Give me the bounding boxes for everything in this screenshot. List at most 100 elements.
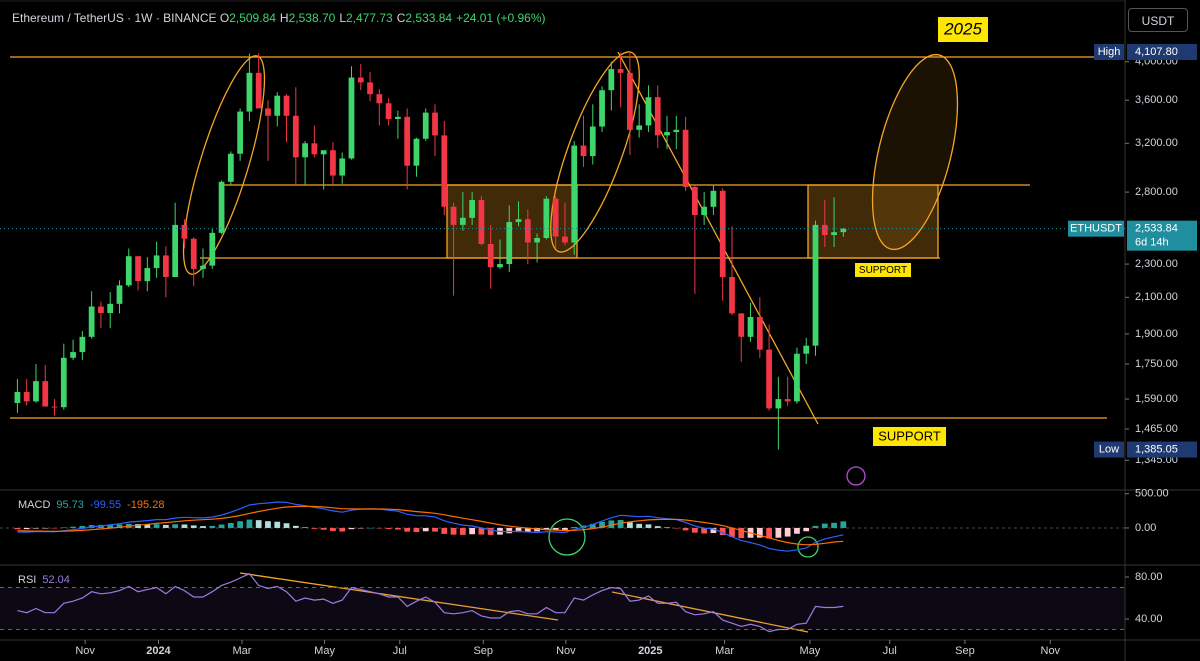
candle-body — [645, 97, 652, 126]
price-marker-value: 1,385.05 — [1135, 443, 1178, 455]
histogram-bar — [738, 527, 745, 539]
y-tick-label: 1,750.00 — [1135, 358, 1178, 370]
annotation: SUPPORT — [878, 428, 941, 443]
indicator-value: -195.28 — [127, 499, 165, 511]
histogram-bar — [265, 521, 271, 528]
candle-body — [367, 82, 373, 95]
candle-body — [766, 349, 772, 409]
legend-value: 2,509.84 — [229, 11, 276, 25]
histogram-bar — [459, 527, 466, 535]
candle-body — [88, 306, 95, 337]
indicator-value: -99.55 — [89, 499, 122, 511]
candle-body — [459, 217, 466, 225]
highlight-circle — [548, 518, 586, 556]
candle-body — [673, 129, 680, 133]
candle-body — [413, 138, 420, 166]
candle-body — [422, 112, 429, 139]
histogram-bar — [153, 524, 160, 528]
histogram-bar — [432, 527, 438, 532]
histogram-bar — [571, 526, 578, 528]
histogram-bar — [766, 527, 772, 539]
legend-key: L — [339, 11, 346, 25]
candle-body — [404, 116, 411, 166]
price-marker-box — [1094, 43, 1124, 60]
candle-body — [209, 232, 216, 266]
symbol: Ethereum / TetherUS · 1W · BINANCE — [12, 11, 217, 25]
ellipse — [871, 53, 959, 251]
x-tick-label: Sep — [955, 645, 975, 657]
candle-body — [33, 381, 39, 402]
histogram-bar — [756, 527, 763, 538]
histogram-bar — [803, 527, 810, 532]
y-tick-label: 3,600.00 — [1135, 94, 1178, 106]
candle-body — [432, 112, 438, 136]
histogram-bar — [441, 527, 448, 534]
histogram-bar — [627, 522, 633, 528]
price-marker-box — [1127, 43, 1197, 60]
x-tick-label: Mar — [233, 645, 252, 657]
candle-body — [23, 392, 30, 402]
candle-body — [515, 219, 522, 223]
histogram-bar — [376, 527, 383, 529]
histogram-bar — [357, 527, 364, 529]
histogram-bar — [821, 523, 828, 528]
candle-body — [487, 243, 494, 268]
candle-body — [227, 153, 234, 182]
candle-body — [497, 264, 503, 268]
histogram-bar — [775, 527, 782, 538]
x-tick-label: Nov — [1041, 645, 1061, 657]
histogram-bar — [79, 526, 86, 528]
annotation-box — [873, 427, 946, 446]
price-marker-box — [1127, 441, 1197, 458]
histogram-bar — [255, 520, 262, 528]
ellipse — [550, 51, 640, 253]
candle-body — [51, 406, 58, 408]
icon — [846, 466, 866, 486]
indicator-name: RSI — [18, 574, 37, 586]
histogram-bar — [617, 520, 624, 528]
histogram-bar — [562, 527, 568, 530]
price-marker-box — [1068, 220, 1124, 237]
histogram-bar — [636, 523, 643, 528]
x-tick-label: Jul — [393, 645, 407, 657]
candle-body — [395, 116, 401, 119]
candles — [14, 51, 847, 450]
histogram-bar — [524, 527, 531, 532]
candle-body — [200, 265, 206, 269]
candle-body — [60, 357, 67, 408]
x-tick-label: May — [800, 645, 821, 657]
candle-body — [153, 255, 160, 269]
candle-body — [450, 206, 457, 225]
histogram-bar — [33, 527, 39, 529]
histogram-bar — [450, 527, 457, 535]
candle-body — [636, 125, 643, 130]
currency-button[interactable]: USDT — [1128, 8, 1188, 32]
price-marker-label: High — [1098, 46, 1121, 58]
legend-key: O — [219, 11, 230, 25]
y-tick-label: 500.00 — [1135, 488, 1169, 500]
price-marker-label: Low — [1099, 443, 1119, 455]
candle-body — [292, 115, 299, 158]
candle-body — [543, 198, 550, 238]
macd-line — [17, 501, 844, 552]
histogram-bar — [395, 527, 401, 530]
candle-body — [831, 232, 837, 236]
histogram-bar — [209, 525, 216, 528]
candle-body — [376, 94, 383, 104]
histogram-bar — [469, 527, 476, 535]
candle-body — [756, 317, 763, 350]
candle-body — [747, 317, 754, 337]
candle-body — [265, 108, 271, 116]
histogram-bar — [673, 527, 680, 529]
histogram-bar — [831, 522, 837, 528]
candle-body — [320, 150, 327, 155]
histogram-bar — [163, 524, 169, 528]
rsi-trend-line — [239, 572, 559, 621]
histogram-bar — [60, 527, 67, 528]
candle-body — [552, 198, 559, 237]
histogram-bar — [144, 524, 151, 528]
candle-body — [116, 285, 123, 304]
x-tick-label: May — [314, 645, 335, 657]
x-tick-label: Sep — [473, 645, 493, 657]
annotation-box — [938, 17, 988, 42]
